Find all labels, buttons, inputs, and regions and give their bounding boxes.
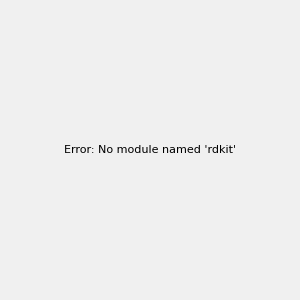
Text: Error: No module named 'rdkit': Error: No module named 'rdkit' xyxy=(64,145,236,155)
